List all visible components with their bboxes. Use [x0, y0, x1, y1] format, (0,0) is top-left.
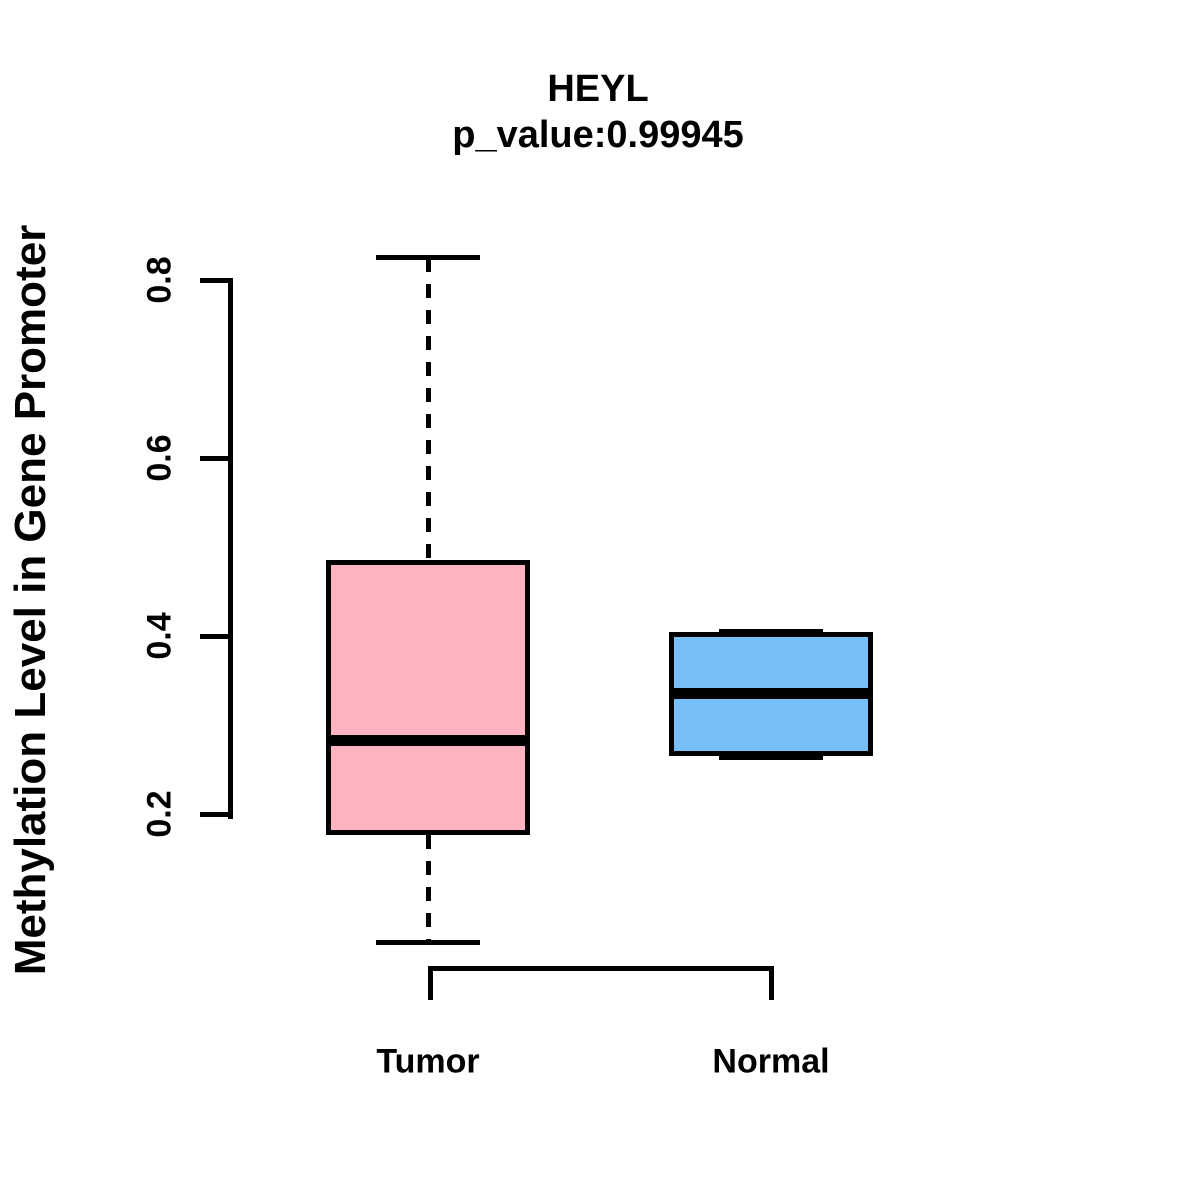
y-axis-line — [228, 278, 233, 819]
normal-median-line — [669, 688, 873, 700]
tumor-median-line — [326, 734, 530, 746]
normal-lower-whisker-cap — [719, 754, 823, 760]
y-axis-label: Methylation Level in Gene Promoter — [6, 224, 55, 976]
tumor-lower-whisker-cap — [376, 939, 480, 945]
chart-title: HEYL — [547, 68, 649, 110]
x-tick-tumor — [428, 966, 433, 1000]
x-tick-normal — [769, 966, 774, 1000]
tumor-upper-whisker-cap — [376, 255, 480, 261]
tumor-lower-whisker-line — [425, 835, 431, 943]
y-tick-0.8 — [200, 278, 228, 283]
chart-subtitle-pvalue: p_value:0.99945 — [452, 114, 744, 156]
tumor-upper-whisker-line — [425, 257, 431, 561]
y-tick-label-0.4: 0.4 — [140, 612, 179, 660]
tumor-box — [326, 560, 530, 836]
x-axis-line — [428, 966, 774, 971]
y-tick-label-0.6: 0.6 — [140, 434, 179, 482]
x-label-tumor: Tumor — [376, 1042, 480, 1081]
y-tick-label-0.2: 0.2 — [140, 790, 179, 838]
y-tick-label-0.8: 0.8 — [140, 256, 179, 304]
normal-upper-whisker-cap — [719, 629, 823, 635]
x-label-normal: Normal — [712, 1042, 830, 1081]
y-tick-0.4 — [200, 634, 228, 639]
y-tick-0.6 — [200, 456, 228, 461]
y-tick-0.2 — [200, 812, 228, 817]
